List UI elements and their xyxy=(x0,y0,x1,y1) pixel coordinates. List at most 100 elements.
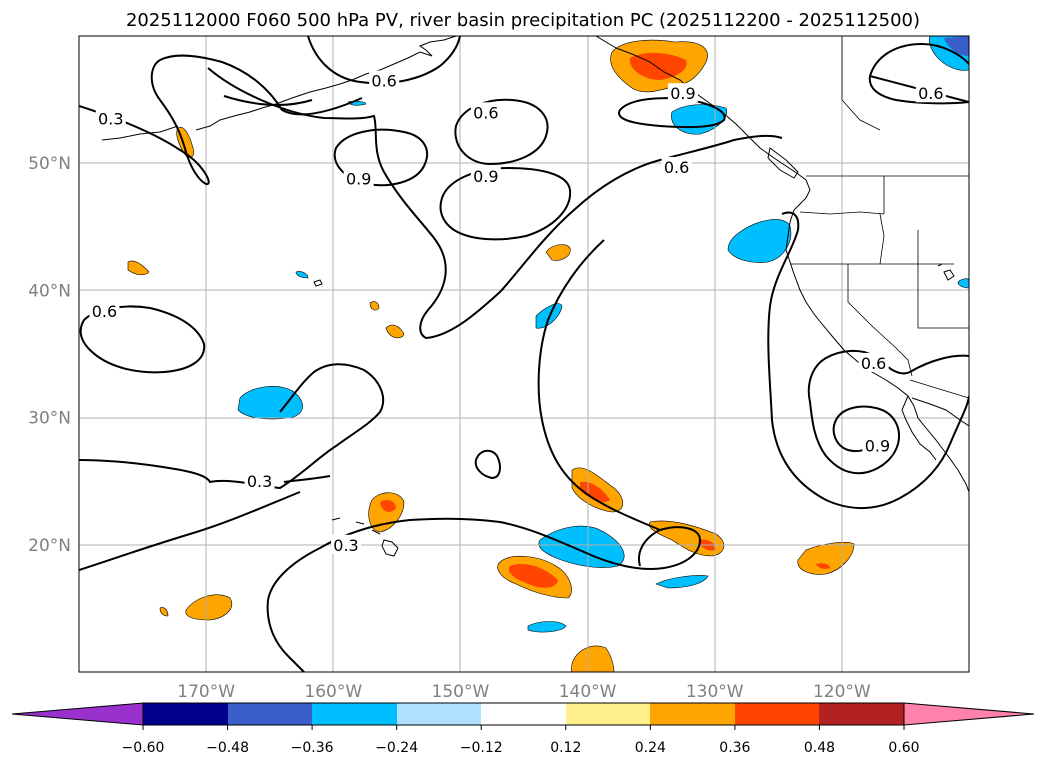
coast-aleutians xyxy=(101,51,433,141)
pv-contour-small-ring xyxy=(474,449,501,480)
contour-label-bg xyxy=(89,300,120,320)
lat-label: 20°N xyxy=(28,536,71,556)
colorbar-tick-label: 0.12 xyxy=(550,740,581,756)
precip-blob-neg-42n xyxy=(295,271,309,279)
political-borders xyxy=(790,36,969,399)
colorbar-segment-4 xyxy=(397,703,481,725)
coast-us-west xyxy=(785,209,969,493)
precip-blob-38n xyxy=(369,301,380,311)
colorbar-segment-1 xyxy=(143,703,228,725)
pv-contour-0.3-bottom-left xyxy=(266,599,305,672)
precip-blob-oregon-coast xyxy=(727,219,792,263)
contour-label-bg xyxy=(862,435,893,455)
pv-contour-0.6-west xyxy=(79,305,206,374)
colorbar-tick-label: 0.24 xyxy=(635,740,666,756)
colorbar-tick-label: 0.36 xyxy=(719,740,750,756)
precip-blob-144w xyxy=(545,244,571,261)
lon-label: 170°W xyxy=(177,682,235,702)
colorbar-frame xyxy=(142,702,905,726)
contour-label: 0.9 xyxy=(670,84,695,103)
border-ca-nv xyxy=(847,264,913,377)
colorbar-segment-5 xyxy=(481,703,566,725)
colorbar-ticks: −0.60 −0.48 −0.36 −0.24 −0.12 0.12 0.24 0.36 0.4… xyxy=(122,725,920,756)
lon-label: 130°W xyxy=(686,682,744,702)
contour-label: 0.6 xyxy=(473,103,498,122)
precip-blob-19n-core xyxy=(508,563,558,588)
precip-blob-43n xyxy=(127,260,150,276)
contour-label: 0.6 xyxy=(371,72,396,91)
colorbar-segment-9 xyxy=(819,703,904,725)
contour-label: 0.3 xyxy=(247,472,272,491)
contour-label-bg xyxy=(369,70,400,90)
precip-blob-172w xyxy=(159,607,169,617)
pv-contour-0.6-ne xyxy=(868,42,969,105)
colorbar-tick-label: −0.36 xyxy=(291,740,334,756)
graticule xyxy=(79,36,969,672)
contour-label-bg xyxy=(667,83,698,103)
contour-label-bg xyxy=(661,157,692,177)
contour-label-bg xyxy=(331,534,361,554)
contour-label-bg xyxy=(95,108,126,128)
contour-label-bg xyxy=(470,165,501,185)
coast-baja xyxy=(901,395,969,461)
contour-labels: 0.3 0.6 0.6 0.9 0.9 0.6 0.9 0.6 0.6 0.6 0.9 0.3 0.3 xyxy=(89,70,946,555)
border-ak-yukon xyxy=(841,36,881,131)
chart-title: 2025112000 F060 500 hPa PV, river basin … xyxy=(126,10,920,31)
colorbar-tick-label: −0.12 xyxy=(460,740,503,756)
contour-label: 0.9 xyxy=(346,169,371,188)
lat-label: 30°N xyxy=(28,409,71,429)
precip-blob-122w-core xyxy=(816,563,830,569)
contour-label-bg xyxy=(470,102,501,122)
coast-vancouver-island xyxy=(767,147,799,179)
colorbar-segment-8 xyxy=(735,703,819,725)
precip-blob-35n xyxy=(385,324,405,339)
colorbar-tick-label: −0.48 xyxy=(206,740,249,756)
lon-label: 120°W xyxy=(813,682,871,702)
lon-label: 140°W xyxy=(559,682,617,702)
contour-label: 0.9 xyxy=(865,437,890,456)
contour-label-bg xyxy=(244,471,275,491)
border-wa-or xyxy=(799,211,885,215)
map-layer: 0.3 0.6 0.6 0.9 0.9 0.6 0.9 0.6 0.6 0.6 0.9 0.3 0.3 xyxy=(79,36,969,672)
contour-label: 0.6 xyxy=(861,354,886,373)
border-nv-ut xyxy=(917,230,969,329)
pv-contour-0.6-alaska xyxy=(618,97,726,129)
colorbar-segment-6 xyxy=(566,703,650,725)
coast-bc-panhandle xyxy=(615,47,811,211)
map-frame xyxy=(78,35,970,673)
precip-blob-neg-17n xyxy=(655,575,709,589)
precip-blob-122w xyxy=(797,542,855,575)
contour-label-bg xyxy=(915,83,946,103)
lat-tick-labels: 50°N 40°N 30°N 20°N xyxy=(28,154,71,556)
colorbar-tick-label: −0.60 xyxy=(122,740,165,756)
colorbar-segment-7 xyxy=(650,703,735,725)
contour-label: 0.3 xyxy=(98,110,123,129)
lon-tick-labels: 170°W 160°W 150°W 140°W 130°W 120°W xyxy=(177,682,871,702)
precip-blob-hawaii-core xyxy=(380,500,396,512)
coastlines xyxy=(101,36,969,557)
contour-label: 0.3 xyxy=(333,536,358,555)
precip-blob-neg-14n xyxy=(527,621,567,633)
contour-label: 0.6 xyxy=(918,84,943,103)
precip-blob-neg-ne-core xyxy=(944,36,969,56)
contour-label: 0.9 xyxy=(473,167,498,186)
lon-label: 160°W xyxy=(304,682,362,702)
colorbar-extend-low xyxy=(11,702,144,726)
coast-hawaii xyxy=(331,517,399,557)
lon-label: 150°W xyxy=(432,682,490,702)
border-id-or xyxy=(879,213,885,265)
lat-label: 50°N xyxy=(28,154,71,174)
contour-label: 0.6 xyxy=(92,302,117,321)
border-us-mexico xyxy=(909,379,969,399)
colorbar-tick-label: 0.48 xyxy=(804,740,835,756)
precip-blob-bottom xyxy=(570,645,615,672)
colorbar-extend-high xyxy=(903,702,1035,726)
colorbar-segment-3 xyxy=(312,703,397,725)
contour-label-bg xyxy=(343,168,374,188)
pv-contour-0.6-big xyxy=(207,36,783,340)
pv-contour-0.6-south xyxy=(537,239,661,531)
coast-alaska-peninsula xyxy=(418,36,617,57)
contour-label-bg xyxy=(858,352,889,372)
colorbar: −0.60 −0.48 −0.36 −0.24 −0.12 0.12 0.24 0.36 0.4… xyxy=(11,702,1035,756)
